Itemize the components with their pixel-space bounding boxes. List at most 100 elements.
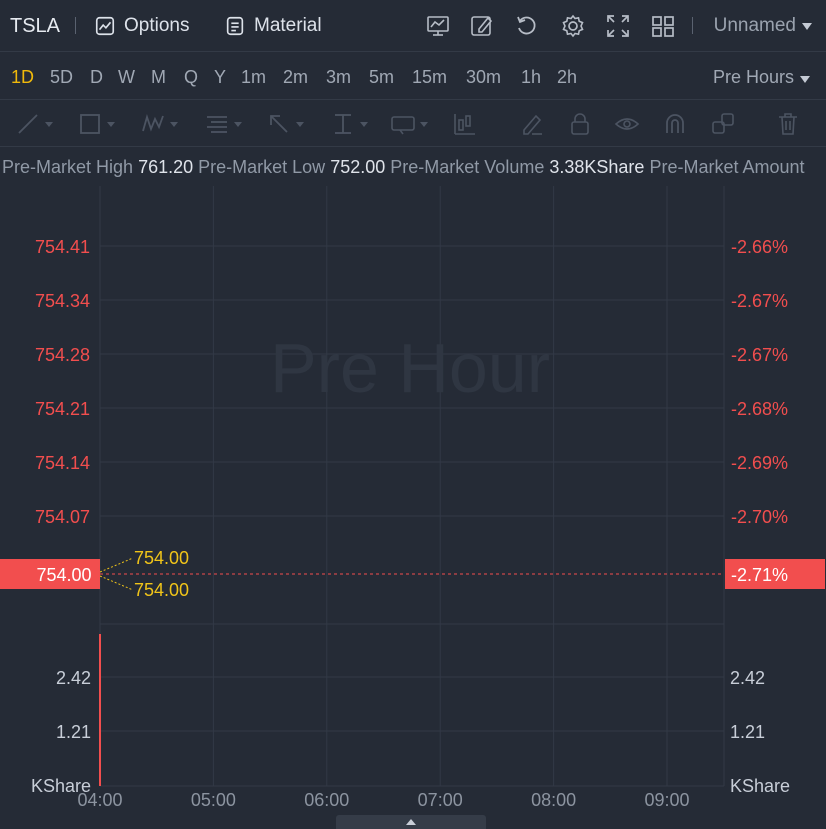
edit-icon[interactable] <box>469 13 495 39</box>
fibonacci-tool[interactable] <box>204 110 242 138</box>
period-1D[interactable]: 1D <box>11 67 35 87</box>
chart-canvas[interactable]: Pre Hour 754.41 754.34 754.28 754.21 754.14 7… <box>0 186 826 829</box>
arrow-icon <box>270 115 288 133</box>
pre-market-low-label: Pre-Market Low <box>198 157 326 177</box>
pen-tool[interactable] <box>519 110 545 138</box>
lock-tool[interactable] <box>567 110 593 138</box>
caret-down-icon <box>420 121 428 127</box>
label-tool[interactable] <box>390 110 428 138</box>
percent-tick-label: -2.66% <box>731 237 788 257</box>
visibility-tool[interactable] <box>614 110 640 138</box>
trendline-tool[interactable] <box>15 110 53 138</box>
fullscreen-icon[interactable] <box>605 13 631 39</box>
eye-icon <box>614 118 640 130</box>
candlestick-icon <box>454 114 475 135</box>
volume-tick-label-left: 2.42 <box>56 668 91 688</box>
options-label: Options <box>124 15 190 36</box>
period-D[interactable]: D <box>90 67 103 87</box>
time-tick-label: 08:00 <box>531 790 576 810</box>
period-3m[interactable]: 3m <box>326 67 352 87</box>
chart-grid <box>99 186 725 787</box>
period-5D[interactable]: 5D <box>50 67 74 87</box>
current-price-tag <box>0 559 100 589</box>
current-percent-label: -2.71% <box>731 565 788 585</box>
period-W[interactable]: W <box>118 67 135 87</box>
top-toolbar: TSLA Options Material Unnamed <box>0 0 826 52</box>
layers-tool[interactable] <box>710 110 736 138</box>
current-percent-tag <box>725 559 825 589</box>
period-M[interactable]: M <box>151 67 166 87</box>
layers-icon <box>712 113 734 134</box>
period-bar: 1D 5D D W M Q Y 1m 2m 3m 5m 15m 30m 1h 2… <box>0 53 826 100</box>
period-Q[interactable]: Q <box>184 67 199 87</box>
divider <box>75 17 76 34</box>
percent-tick-label: -2.69% <box>731 453 788 473</box>
caret-down-icon <box>360 121 368 127</box>
panel-expand-handle[interactable] <box>336 815 486 829</box>
pen-icon <box>523 114 542 135</box>
pre-market-low-value: 752.00 <box>330 157 386 177</box>
options-button[interactable]: Options <box>94 0 189 52</box>
magnet-icon <box>666 114 684 133</box>
measure-tool[interactable] <box>330 110 368 138</box>
time-tick-label: 06:00 <box>304 790 349 810</box>
volume-tick-label-right: KShare <box>730 776 790 796</box>
percent-tick-label: -2.68% <box>731 399 788 419</box>
price-tick-label: 754.07 <box>35 507 90 527</box>
volume-tick-label-right: 1.21 <box>730 722 765 742</box>
session-dropdown[interactable]: Pre Hours <box>713 53 810 100</box>
arrow-tool[interactable] <box>266 110 304 138</box>
magnet-tool[interactable] <box>662 110 688 138</box>
period-5m[interactable]: 5m <box>369 67 395 87</box>
session-label: Pre Hours <box>712 67 794 87</box>
divider <box>692 17 693 34</box>
measure-icon <box>335 114 351 134</box>
volume-tick-label-left: 1.21 <box>56 722 91 742</box>
wave-pattern-icon <box>142 113 164 132</box>
drawing-toolbar <box>0 101 826 147</box>
price-callout-upper: 754.00 <box>134 548 189 568</box>
caret-down-icon <box>802 22 812 30</box>
period-1h[interactable]: 1h <box>521 67 542 87</box>
wave-tool[interactable] <box>140 110 178 138</box>
price-label-icon <box>391 116 415 135</box>
period-15m[interactable]: 15m <box>412 67 448 87</box>
document-icon <box>226 16 244 36</box>
pre-market-amount-label: Pre-Market Amount <box>649 157 805 177</box>
fibonacci-lines-icon <box>207 116 227 133</box>
material-button[interactable]: Material <box>224 0 322 52</box>
caret-down-icon <box>107 121 115 127</box>
indicator-icon[interactable] <box>425 13 451 39</box>
period-Y[interactable]: Y <box>214 67 227 87</box>
pre-market-high-label: Pre-Market High <box>2 157 134 177</box>
lock-icon <box>571 113 589 135</box>
candle-tool[interactable] <box>452 110 478 138</box>
settings-gear-icon[interactable] <box>560 13 586 39</box>
caret-down-icon <box>234 121 242 127</box>
volume-tick-label-left: KShare <box>31 776 91 796</box>
time-tick-label: 09:00 <box>644 790 689 810</box>
trendline-icon <box>18 114 38 134</box>
price-chart[interactable]: Pre Hour 754.41 754.34 754.28 754.21 754.14 7… <box>0 186 826 829</box>
rectangle-tool[interactable] <box>77 110 115 138</box>
percent-tick-label: -2.67% <box>731 291 788 311</box>
caret-down-icon <box>45 121 53 127</box>
time-tick-label: 07:00 <box>418 790 463 810</box>
refresh-icon[interactable] <box>514 13 540 39</box>
caret-down-icon <box>800 76 810 83</box>
volume-tick-label-right: 2.42 <box>730 668 765 688</box>
layout-name-dropdown[interactable]: Unnamed <box>714 0 812 52</box>
material-label: Material <box>254 15 322 36</box>
delete-tool[interactable] <box>775 110 801 138</box>
pre-market-volume-label: Pre-Market Volume <box>390 157 545 177</box>
watermark: Pre Hour <box>270 329 550 407</box>
layout-name: Unnamed <box>713 15 796 36</box>
period-2m[interactable]: 2m <box>283 67 309 87</box>
period-30m[interactable]: 30m <box>466 67 502 87</box>
layout-grid-icon[interactable] <box>650 13 676 39</box>
period-1m[interactable]: 1m <box>241 67 267 87</box>
rectangle-icon <box>80 114 100 134</box>
symbol-title[interactable]: TSLA <box>10 14 61 37</box>
callout-leader-lower <box>99 575 134 591</box>
period-2h[interactable]: 2h <box>557 67 578 87</box>
